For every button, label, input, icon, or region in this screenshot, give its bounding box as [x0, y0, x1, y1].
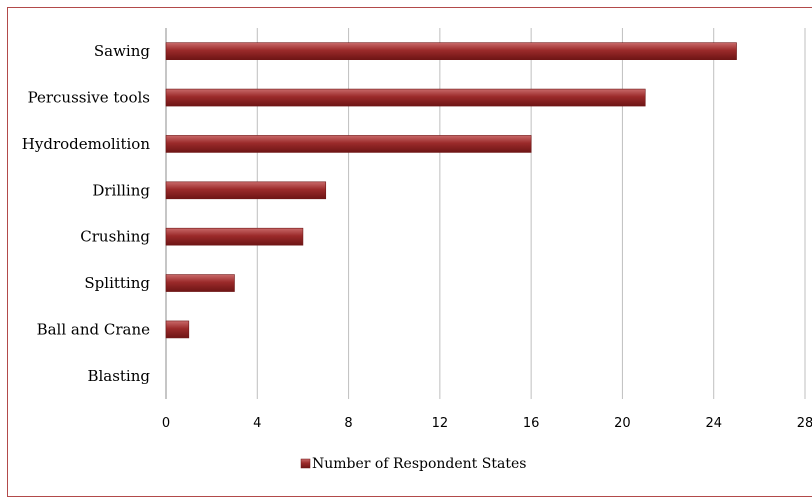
- bar-ball-and-crane: [165, 320, 190, 339]
- bar-chart: Sawing Percussive tools Hydrodemolition Dri…: [22, 28, 812, 472]
- chart-frame: [7, 7, 812, 497]
- x-tick-label: 4: [253, 416, 261, 431]
- bars: [165, 42, 737, 339]
- bar-percussive-tools: [165, 88, 646, 107]
- bar-crushing: [165, 227, 304, 246]
- category-labels: Sawing Percussive tools Hydrodemolition Dri…: [22, 42, 151, 385]
- x-tick-label: 28: [797, 416, 812, 431]
- x-tick-label: 24: [705, 416, 722, 431]
- legend-label: Number of Respondent States: [312, 456, 526, 472]
- legend-swatch: [300, 458, 311, 469]
- bar-hydrodemolition: [165, 135, 532, 153]
- bar-drilling: [165, 181, 327, 200]
- x-tick-label: 20: [614, 416, 631, 431]
- category-label: Splitting: [84, 274, 150, 292]
- x-tick-labels: 0 4 8 12 16 20 24 28: [162, 416, 812, 431]
- x-tick-label: 0: [162, 416, 170, 431]
- gridlines: [165, 28, 806, 399]
- x-tick-label: 8: [344, 416, 352, 431]
- x-tick-label: 16: [523, 416, 540, 431]
- category-label: Drilling: [92, 181, 150, 199]
- bar-splitting: [165, 274, 235, 292]
- legend: Number of Respondent States: [300, 456, 526, 472]
- category-label: Ball and Crane: [37, 320, 151, 338]
- x-tick-label: 12: [432, 416, 449, 431]
- bar-sawing: [165, 42, 737, 60]
- category-label: Hydrodemolition: [22, 135, 151, 153]
- category-label: Crushing: [80, 228, 150, 246]
- category-label: Sawing: [94, 42, 151, 60]
- category-label: Percussive tools: [28, 89, 150, 107]
- category-label: Blasting: [87, 367, 150, 385]
